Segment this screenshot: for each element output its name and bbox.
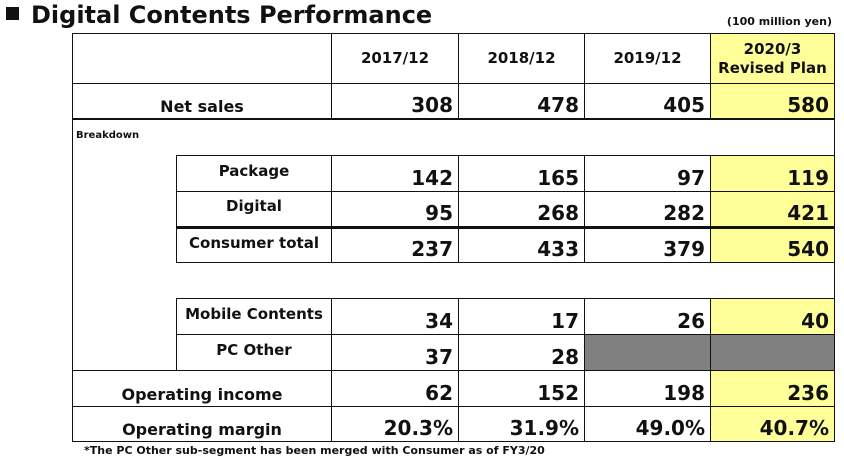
value-cell: 95 — [331, 191, 459, 227]
value-cell-plan: 119 — [710, 155, 835, 192]
plan-header-line1: 2020/3 — [743, 39, 802, 58]
square-bullet-icon — [6, 7, 19, 20]
col-header-2017: 2017/12 — [331, 33, 459, 84]
value-cell-plan: 540 — [710, 227, 835, 263]
row-label-operating-income: Operating income — [72, 370, 332, 407]
value-cell: 17 — [458, 298, 585, 335]
value-cell: 49.0% — [584, 406, 711, 442]
col-header-2020-plan: 2020/3 Revised Plan — [710, 33, 835, 84]
value-cell: 28 — [458, 334, 585, 371]
value-cell-plan: 40 — [710, 298, 835, 335]
page-title: Digital Contents Performance — [6, 0, 432, 30]
value-cell: 379 — [584, 227, 711, 263]
value-cell: 26 — [584, 298, 711, 335]
value-cell: 308 — [331, 83, 459, 119]
performance-table: 2017/12 2018/12 2019/12 2020/3 Revised P… — [72, 33, 835, 442]
title-text: Digital Contents Performance — [31, 1, 433, 29]
row-label-package: Package — [176, 155, 332, 192]
value-cell-plan: 421 — [710, 191, 835, 227]
value-cell: 237 — [331, 227, 459, 263]
value-cell: 152 — [458, 370, 585, 407]
merged-gray-cell — [584, 334, 711, 371]
footnote: *The PC Other sub-segment has been merge… — [84, 444, 545, 457]
row-label-consumer-total: Consumer total — [176, 227, 332, 263]
value-cell: 198 — [584, 370, 711, 407]
header-empty-cell — [72, 33, 332, 84]
value-cell: 282 — [584, 191, 711, 227]
value-cell-plan: 580 — [710, 83, 835, 119]
breakdown-label: Breakdown — [76, 130, 140, 141]
plan-header-line2: Revised Plan — [718, 58, 827, 77]
value-cell: 97 — [584, 155, 711, 192]
row-label-net-sales: Net sales — [72, 83, 332, 119]
row-label-pc-other: PC Other — [176, 334, 332, 371]
row-label-operating-margin: Operating margin — [72, 406, 332, 442]
value-cell: 31.9% — [458, 406, 585, 442]
unit-label: (100 million yen) — [726, 15, 832, 28]
value-cell-plan: 40.7% — [710, 406, 835, 442]
value-cell: 433 — [458, 227, 585, 263]
value-cell: 20.3% — [331, 406, 459, 442]
value-cell: 405 — [584, 83, 711, 119]
row-label-digital: Digital — [176, 191, 332, 227]
value-cell: 142 — [331, 155, 459, 192]
row-label-mobile-contents: Mobile Contents — [176, 298, 332, 335]
merged-gray-cell — [710, 334, 835, 371]
value-cell: 34 — [331, 298, 459, 335]
value-cell: 62 — [331, 370, 459, 407]
value-cell: 165 — [458, 155, 585, 192]
value-cell-plan: 236 — [710, 370, 835, 407]
col-header-2018: 2018/12 — [458, 33, 585, 84]
col-header-2019: 2019/12 — [584, 33, 711, 84]
value-cell: 37 — [331, 334, 459, 371]
value-cell: 268 — [458, 191, 585, 227]
value-cell: 478 — [458, 83, 585, 119]
